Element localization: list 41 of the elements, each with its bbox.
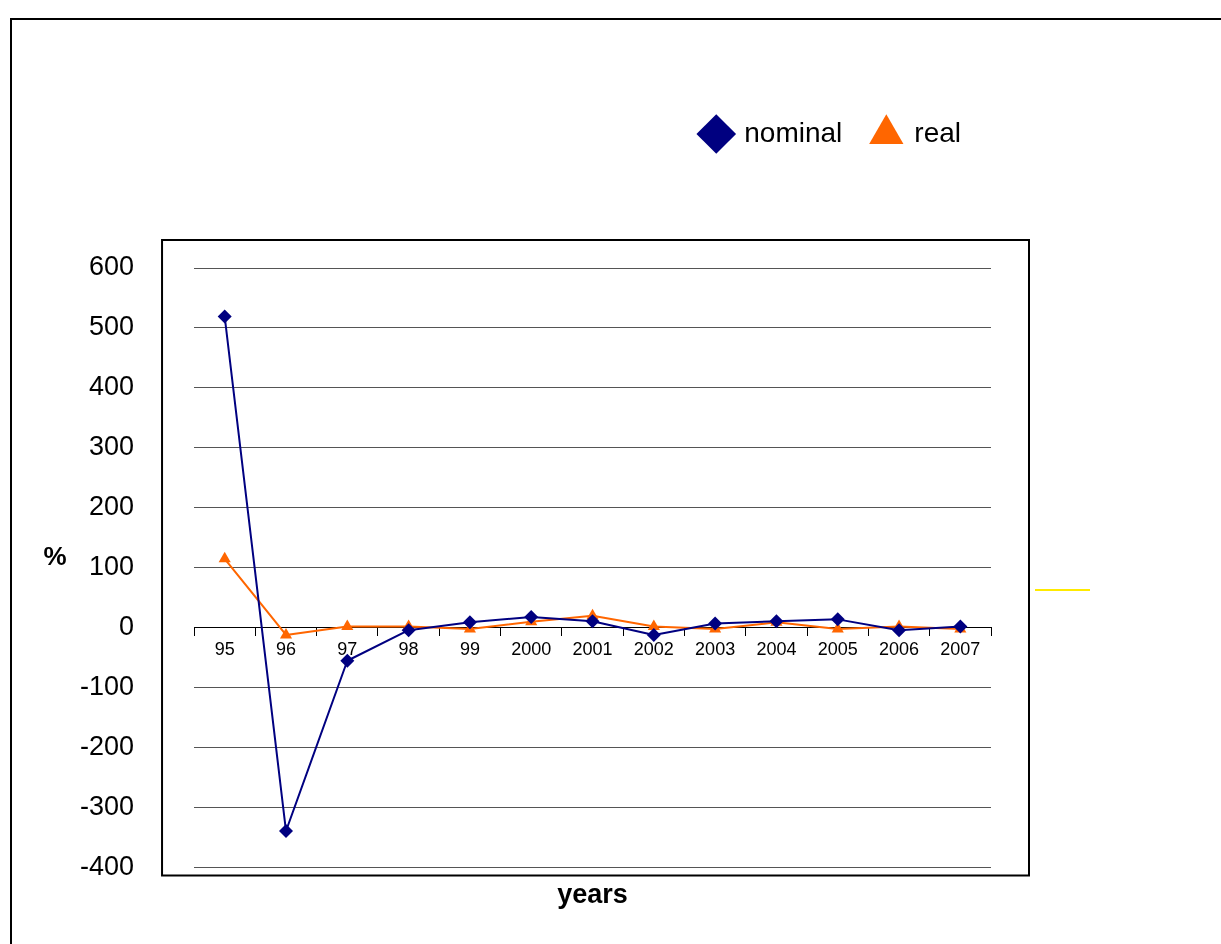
point <box>647 619 660 631</box>
y-tick-label: 500 <box>88 311 135 342</box>
point <box>708 616 723 631</box>
x-tick-label: 2003 <box>695 638 736 659</box>
point <box>217 309 232 324</box>
x-tick-label: 2002 <box>633 638 674 659</box>
legend-label: real <box>914 116 962 148</box>
x-tick-label: 97 <box>337 638 358 659</box>
legend-label: nominal <box>744 116 843 148</box>
x-tick-label: 2005 <box>817 638 858 659</box>
x-tick-label: 99 <box>459 638 480 659</box>
point <box>892 623 907 638</box>
point <box>218 551 231 563</box>
point <box>830 612 845 627</box>
point <box>401 623 416 638</box>
x-tick-label: 2006 <box>879 638 920 659</box>
x-tick-label: 98 <box>398 638 419 659</box>
y-tick-label: -300 <box>79 791 135 822</box>
y-tick-label: 100 <box>88 551 135 582</box>
point <box>462 615 477 630</box>
y-axis-title: % <box>43 540 67 571</box>
x-tick-label: 96 <box>275 638 297 659</box>
point <box>341 619 354 631</box>
point <box>279 824 293 839</box>
x-tick-label: 2001 <box>572 638 613 659</box>
x-tick-label: 95 <box>214 638 235 659</box>
y-tick-label: 400 <box>88 371 135 402</box>
x-tick-label: 2004 <box>756 638 797 659</box>
x-tick-label: 2007 <box>940 638 981 659</box>
x-tick-label: 2000 <box>511 638 552 659</box>
point <box>585 614 600 629</box>
point <box>646 627 661 642</box>
x-axis-title: years <box>557 879 628 910</box>
y-tick-label: 0 <box>119 611 135 642</box>
y-tick-label: 600 <box>88 251 135 282</box>
y-tick-label: -200 <box>79 731 135 762</box>
y-tick-label: -100 <box>79 671 135 702</box>
point <box>524 609 539 624</box>
y-tick-label: 200 <box>88 491 135 522</box>
y-tick-label: 300 <box>88 431 135 462</box>
y-tick-label: -400 <box>79 851 135 882</box>
